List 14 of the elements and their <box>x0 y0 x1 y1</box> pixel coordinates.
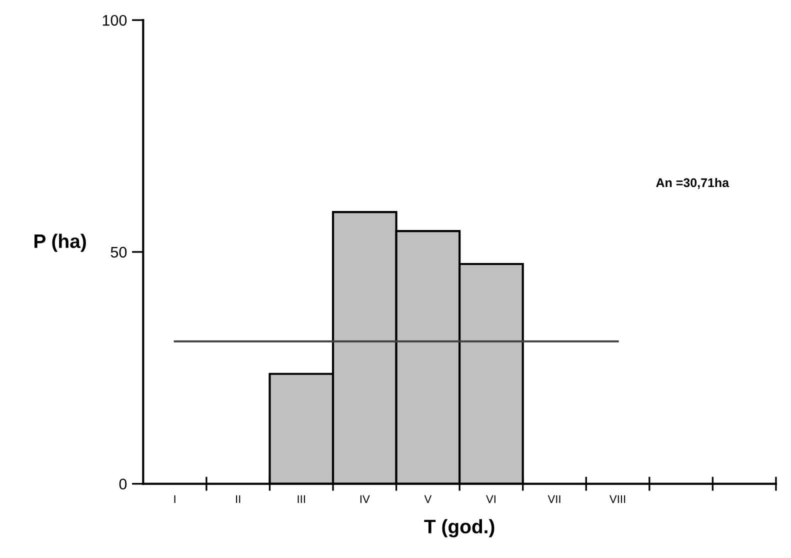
x-tick-label: VIII <box>609 495 626 503</box>
x-tick-label: IV <box>360 495 370 503</box>
annotation: An =30,71ha <box>656 178 730 189</box>
x-axis-title: T (god.) <box>424 519 494 538</box>
y-tick-label: 0 <box>119 478 127 490</box>
x-tick-label: II <box>236 495 240 503</box>
x-tick-label: I <box>174 495 176 503</box>
y-tick-label: 50 <box>110 246 127 258</box>
y-axis-title: P (ha) <box>34 234 86 252</box>
x-tick-label: V <box>424 495 432 503</box>
x-tick-label: III <box>298 495 305 503</box>
x-tick-label: VI <box>486 495 496 503</box>
x-tick-label: VII <box>548 495 560 503</box>
y-tick-label: 100 <box>102 14 127 26</box>
